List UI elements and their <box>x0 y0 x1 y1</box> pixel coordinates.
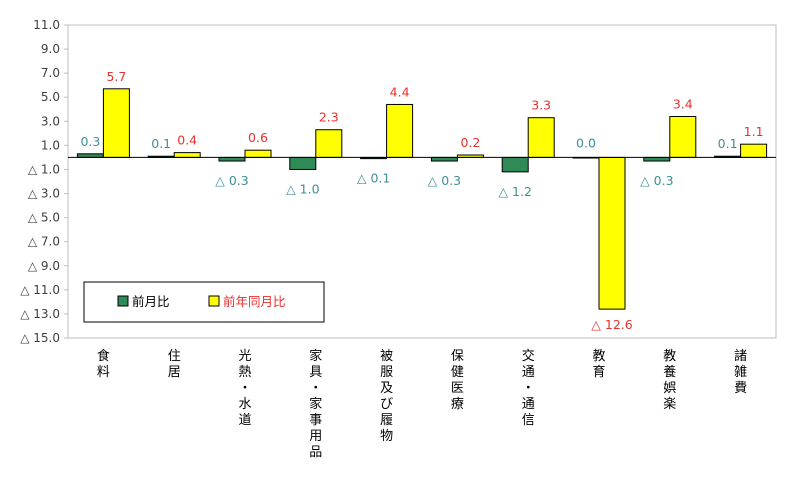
data-label-mom: △ 0.3 <box>215 173 248 188</box>
data-label-yoy: △ 12.6 <box>591 317 632 332</box>
y-tick-label: 3.0 <box>41 114 60 128</box>
data-label-yoy: 0.2 <box>460 135 480 150</box>
data-label-mom: 0.0 <box>576 135 596 150</box>
data-label-yoy: 5.7 <box>106 69 126 84</box>
y-tick-label: 5.0 <box>41 90 60 104</box>
category-label: 諸雑費 <box>734 348 747 396</box>
legend-label: 前年同月比 <box>223 294 286 309</box>
category-label: 被服及び履物 <box>380 349 393 444</box>
bar-yoy <box>315 129 343 158</box>
data-label-yoy: 1.1 <box>744 124 764 139</box>
legend: 前月比 前年同月比 <box>83 281 325 323</box>
data-label-mom: △ 0.1 <box>357 171 390 186</box>
y-tick-label: △ 13.0 <box>20 307 60 321</box>
bar-yoy <box>527 117 555 158</box>
data-label-yoy: 3.4 <box>673 96 693 111</box>
bar-yoy <box>244 149 272 158</box>
category-label: 住居 <box>168 349 181 380</box>
y-tick-label: △ 11.0 <box>20 283 60 297</box>
data-label-yoy: 3.3 <box>531 98 551 113</box>
bar-mom <box>430 156 458 162</box>
category-label: 家具・家事用品 <box>309 348 322 460</box>
y-tick-label: △ 5.0 <box>28 211 60 225</box>
data-label-mom: △ 1.0 <box>286 181 320 196</box>
bar-yoy <box>669 115 697 158</box>
legend-label: 前月比 <box>132 294 170 309</box>
data-label-mom: △ 0.3 <box>428 173 461 188</box>
data-label-yoy: 4.4 <box>390 84 410 99</box>
y-tick-label: △ 7.0 <box>28 235 60 249</box>
category-labels: 食料 住居 光熱・水道 家具・家事用品 被服及び履物 保健医療 交通・通信 教育 教養娯楽 諸雑費 <box>97 348 747 460</box>
legend-swatch <box>117 295 129 307</box>
category-label: 教養娯楽 <box>663 348 676 412</box>
y-tick-label: 7.0 <box>41 66 60 80</box>
bar-yoy <box>598 156 626 310</box>
category-label: 交通・通信 <box>522 348 535 428</box>
category-label: 光熱・水道 <box>238 349 251 428</box>
bar-mom <box>76 153 104 158</box>
y-tick-label: 11.0 <box>33 18 60 32</box>
y-tick-label: △ 9.0 <box>28 259 60 273</box>
bar-yoy <box>173 152 201 158</box>
y-tick-label: △ 3.0 <box>28 187 60 201</box>
bar-yoy <box>102 88 130 158</box>
y-tick-label: 1.0 <box>41 138 60 152</box>
category-label: 保健医療 <box>451 349 464 412</box>
bar-mom <box>218 156 246 162</box>
bar-yoy <box>386 103 414 158</box>
bar-mom <box>289 156 317 170</box>
y-axis: 11.0 9.0 7.0 5.0 3.0 1.0 △ 1.0 △ 3.0 △ 5.0 △ 7.0 △… <box>20 18 68 345</box>
category-label: 教育 <box>592 348 605 380</box>
data-label-mom: 0.3 <box>80 134 100 149</box>
legend-swatch <box>208 295 220 307</box>
category-label: 食料 <box>97 348 110 380</box>
bar-mom <box>501 156 529 173</box>
bar-yoy <box>740 143 768 158</box>
y-tick-label: △ 15.0 <box>20 331 60 345</box>
data-labels: 0.3 0.1 △ 0.3 △ 1.0 △ 0.1 △ 0.3 △ 1.2 0.0 △ 0.3 0… <box>80 69 763 332</box>
y-tick-label: 9.0 <box>41 42 60 56</box>
data-label-mom: △ 1.2 <box>498 184 531 199</box>
bar-mom <box>643 156 671 162</box>
data-label-yoy: 2.3 <box>319 110 339 125</box>
data-label-yoy: 0.6 <box>248 130 268 145</box>
data-label-yoy: 0.4 <box>177 133 197 148</box>
data-label-mom: 0.1 <box>718 136 738 151</box>
y-tick-label: △ 1.0 <box>28 162 60 176</box>
data-label-mom: △ 0.3 <box>640 173 673 188</box>
data-label-mom: 0.1 <box>151 136 171 151</box>
